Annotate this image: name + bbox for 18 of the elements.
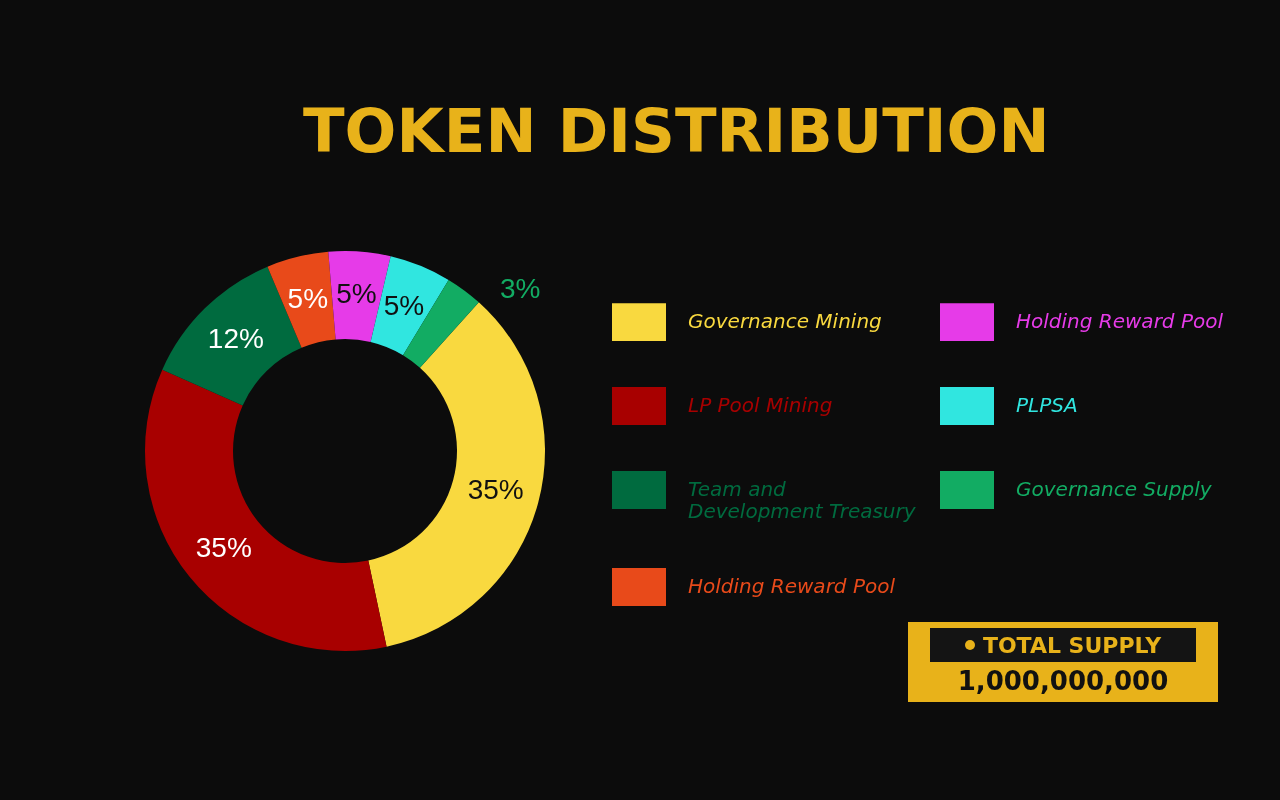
data-label: 12%: [207, 322, 264, 354]
legend-label: Holding Reward Pool: [688, 574, 896, 598]
data-label: 5%: [383, 289, 425, 321]
data-label: 5%: [287, 282, 329, 314]
legend-label: Holding Reward Pool: [1016, 309, 1224, 334]
legend-label: Governance Supply: [1016, 477, 1213, 501]
data-label: 3%: [499, 272, 541, 304]
data-label: 5%: [336, 278, 377, 310]
legend-label: PLPSA: [1016, 393, 1078, 417]
legend-label: Team and Development Treasury: [688, 477, 917, 523]
data-label: 35%: [195, 532, 252, 564]
chart-title: TOKEN DISTRIBUTION: [303, 95, 1050, 166]
legend-label: LP Pool Mining: [688, 393, 833, 417]
label-badge: TOTAL SUPPLY 1,000,000,000: [908, 622, 1218, 702]
donut-slice: [267, 251, 336, 348]
data-label: 35%: [467, 474, 524, 506]
legend-label: Governance Mining: [688, 309, 882, 334]
donut-slice: [145, 369, 387, 651]
